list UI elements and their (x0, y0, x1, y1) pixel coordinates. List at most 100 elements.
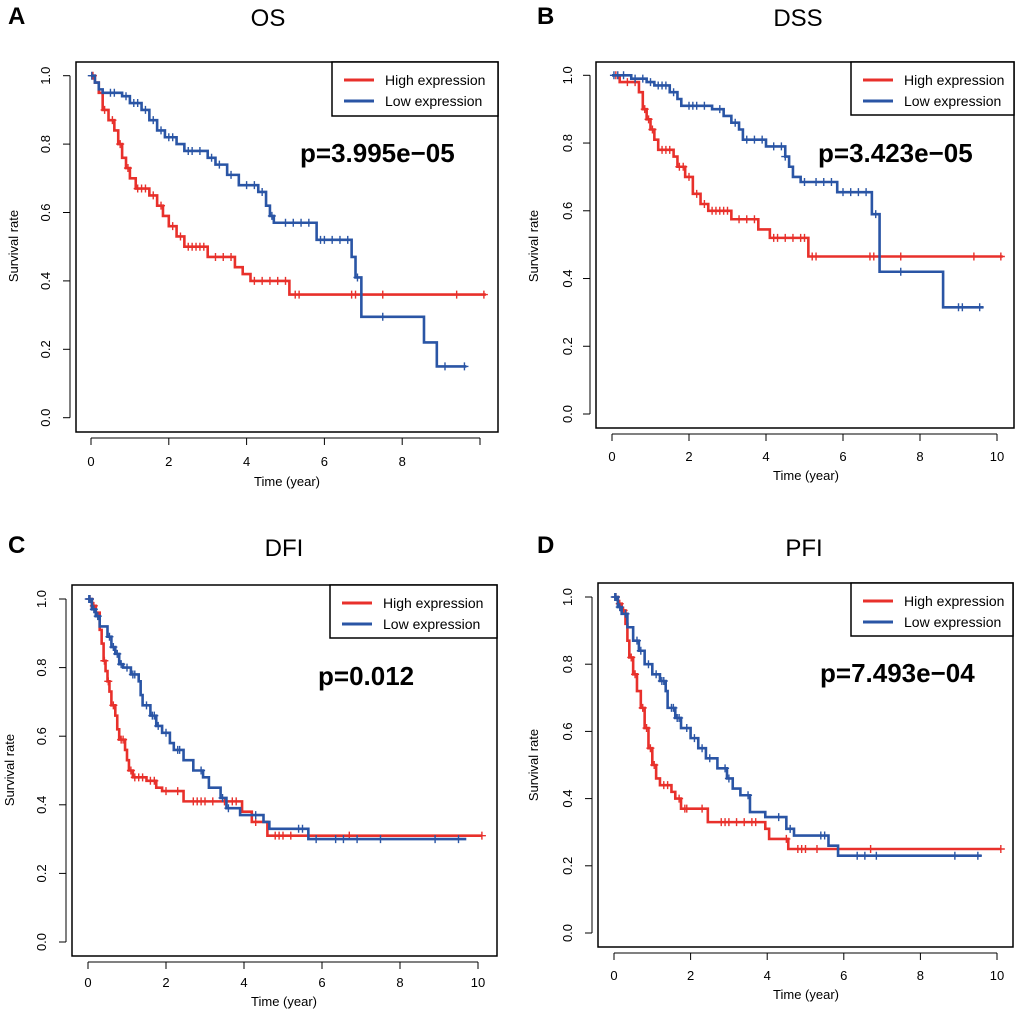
censor-mark (289, 218, 298, 227)
censor-mark (142, 701, 151, 710)
y-tick-label: 0.0 (560, 405, 575, 423)
x-tick-label: 10 (471, 975, 485, 990)
censor-mark (250, 181, 259, 190)
censor-mark (477, 831, 486, 840)
y-tick-label: 0.6 (560, 202, 575, 220)
censor-mark (644, 115, 653, 124)
censor-mark (854, 188, 863, 197)
censor-mark (258, 276, 267, 285)
plot-frame (75, 61, 499, 433)
censor-mark (642, 724, 651, 733)
censor-mark (149, 191, 158, 200)
censor-mark (320, 235, 329, 244)
censor-mark (267, 211, 276, 220)
censor-mark (820, 831, 829, 840)
x-tick-label: 6 (321, 454, 328, 469)
censor-mark (631, 74, 640, 83)
censor-mark (812, 177, 821, 186)
survival-curve (88, 597, 467, 841)
censor-mark (675, 713, 684, 722)
legend-box (331, 61, 499, 117)
censor-mark (692, 101, 701, 110)
x-tick-label: 8 (916, 449, 923, 464)
censor-mark (996, 252, 1005, 261)
censor-mark (777, 142, 786, 151)
censor-mark (735, 215, 744, 224)
censor-mark (732, 818, 741, 827)
censor-mark (440, 362, 449, 371)
censor-mark (141, 184, 150, 193)
censor-mark (769, 142, 778, 151)
y-tick-label: 0.4 (560, 790, 575, 808)
censor-mark (724, 818, 733, 827)
censor-mark (788, 233, 797, 242)
censor-mark (454, 835, 463, 844)
censor-mark (227, 252, 236, 261)
censor-mark (650, 761, 659, 769)
legend: High expression Low expression (331, 61, 499, 117)
legend: High expression Low expression (329, 584, 498, 639)
panel-dss: B DSS 0 2 4 6 8 10 0.0 0.2 0.4 0.6 0.8 1.0 Time (year)… (526, 3, 1015, 483)
survival-curve (91, 74, 486, 296)
censor-mark (631, 670, 640, 679)
censor-mark (176, 232, 185, 241)
censor-mark (698, 744, 707, 753)
censor-mark (774, 813, 783, 822)
censor-mark (638, 703, 647, 712)
censor-mark (950, 851, 959, 860)
x-tick-label: 4 (243, 454, 250, 469)
y-tick-label: 0.8 (560, 655, 575, 673)
censor-mark (339, 835, 348, 844)
y-tick-label: 0.0 (560, 924, 575, 942)
series-low-expression (87, 71, 469, 371)
x-axis-label: Time (year) (773, 987, 839, 1002)
censor-mark (331, 835, 340, 844)
panel-letter: C (8, 532, 25, 559)
censor-mark (141, 105, 150, 114)
censor-mark (646, 78, 655, 87)
censor-mark (740, 818, 749, 827)
censor-mark (958, 303, 967, 312)
censor-mark (800, 233, 809, 242)
series-low-expression (610, 593, 982, 860)
x-tick-label: 8 (396, 975, 403, 990)
censor-mark (242, 181, 251, 190)
y-axis-label: Survival rate (526, 729, 541, 801)
censor-mark (750, 135, 759, 144)
y-tick-label: 1.0 (38, 67, 53, 85)
panel-letter: D (537, 532, 554, 559)
y-tick-label: 1.0 (560, 66, 575, 84)
legend: High expression Low expression (850, 582, 1014, 637)
chart-title: OS (251, 5, 286, 32)
p-value: p=7.493e−04 (820, 658, 975, 688)
x-tick-label: 10 (990, 968, 1004, 983)
censor-mark (343, 235, 352, 244)
censor-mark (108, 116, 117, 125)
x-tick-label: 0 (610, 968, 617, 983)
chart-title: DFI (265, 535, 304, 562)
censor-mark (996, 845, 1005, 853)
censor-mark (281, 276, 290, 285)
censor-mark (279, 831, 287, 840)
y-tick-label: 0.4 (560, 269, 575, 287)
censor-mark (627, 653, 636, 662)
censor-mark (295, 290, 304, 299)
panel-dfi: C DFI 0 2 4 6 8 10 0.0 0.2 0.4 0.6 0.8 1.0 Time (year)… (2, 532, 498, 1009)
censor-mark (157, 126, 166, 135)
censor-mark (786, 824, 795, 833)
censor-mark (265, 276, 274, 285)
x-tick-label: 8 (917, 968, 924, 983)
censor-mark (218, 793, 227, 802)
legend-label: Low expression (385, 93, 482, 109)
series-low-expression (84, 595, 467, 844)
p-value: p=3.995e−05 (300, 138, 455, 168)
y-tick-label: 0.4 (34, 796, 49, 814)
censor-mark (679, 162, 688, 171)
legend-box (850, 582, 1014, 637)
censor-mark (690, 734, 699, 743)
censor-mark (201, 797, 209, 806)
censor-mark (126, 766, 135, 775)
series-high-expression (88, 71, 488, 299)
survival-curve (88, 597, 482, 837)
censor-mark (93, 612, 102, 621)
